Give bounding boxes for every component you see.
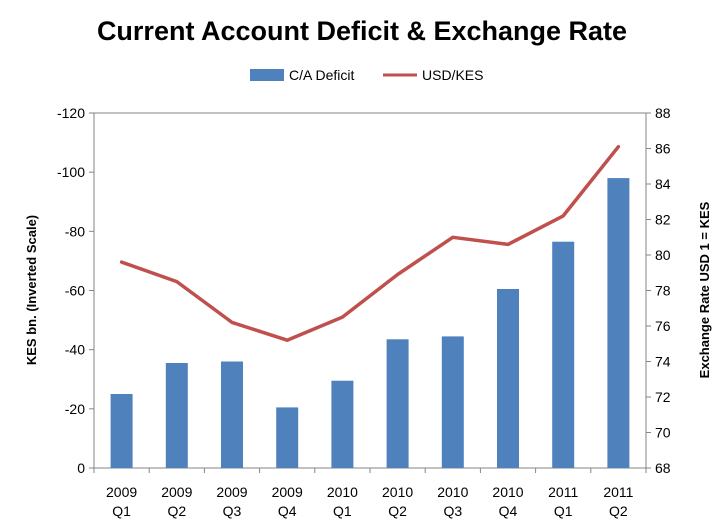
- legend-label-usd-kes: USD/KES: [422, 67, 483, 83]
- bar: [110, 394, 133, 468]
- right-tick-label: 76: [655, 318, 671, 334]
- x-axis: 2009 Q1 2009 Q2 2009 Q3 2009 Q4 2010 Q1 2010 Q2 2010…: [93, 468, 647, 519]
- bar: [552, 241, 575, 468]
- right-tick-label: 72: [655, 389, 671, 405]
- legend-label-ca-deficit: C/A Deficit: [289, 67, 354, 83]
- left-tick-label: -60: [65, 283, 85, 299]
- right-tick-label: 82: [655, 212, 671, 228]
- x-tick-label-year: 2010: [327, 484, 358, 500]
- right-tick-label: 80: [655, 247, 671, 263]
- x-tick-label-year: 2011: [548, 484, 578, 500]
- x-tick-label-year: 2009: [161, 484, 192, 500]
- right-tick-label: 74: [655, 354, 671, 370]
- left-tick-label: -100: [57, 164, 85, 180]
- x-tick-label-year: 2010: [492, 484, 523, 500]
- bar: [331, 380, 354, 468]
- bar: [276, 407, 299, 468]
- x-tick-label-year: 2010: [382, 484, 413, 500]
- bar: [441, 336, 464, 468]
- bar-series-ca-deficit: [110, 178, 630, 468]
- x-tick-label-year: 2009: [106, 484, 137, 500]
- left-tick-label: -80: [65, 223, 85, 239]
- right-axis: 88 86 84 82 80 78 76 74 72 70 68: [646, 105, 671, 476]
- legend-swatch-ca-deficit: [250, 69, 284, 81]
- right-tick-label: 88: [655, 105, 671, 121]
- bar: [165, 363, 188, 468]
- x-tick-label-quarter: Q2: [609, 503, 628, 519]
- line-series-usd-kes: [119, 144, 621, 342]
- bar: [497, 289, 519, 468]
- x-tick-label-year: 2009: [216, 484, 247, 500]
- right-tick-label: 68: [655, 460, 671, 476]
- left-tick-label: -40: [65, 342, 85, 358]
- left-axis: -120 -100 -80 -60 -40 -20 0: [57, 105, 94, 476]
- x-tick-label-quarter: Q3: [223, 503, 242, 519]
- x-tick-label-quarter: Q1: [333, 503, 352, 519]
- right-tick-label: 86: [655, 141, 671, 157]
- left-tick-label: -20: [65, 401, 85, 417]
- x-tick-label-year: 2010: [437, 484, 468, 500]
- line-path: [119, 144, 621, 342]
- bar: [221, 361, 243, 468]
- x-tick-label-quarter: Q4: [278, 503, 297, 519]
- left-tick-label: -120: [57, 105, 85, 121]
- legend: C/A Deficit USD/KES: [250, 67, 483, 83]
- chart-title: Current Account Deficit & Exchange Rate: [97, 16, 627, 46]
- left-tick-label: 0: [77, 460, 85, 476]
- right-tick-label: 78: [655, 283, 671, 299]
- bar: [386, 339, 409, 468]
- right-tick-label: 70: [655, 425, 671, 441]
- x-tick-label-year: 2011: [603, 484, 633, 500]
- x-tick-label-quarter: Q2: [167, 503, 186, 519]
- bar: [607, 178, 630, 468]
- x-tick-label-quarter: Q2: [388, 503, 407, 519]
- x-tick-label-quarter: Q1: [554, 503, 573, 519]
- right-tick-label: 84: [655, 176, 671, 192]
- x-tick-label-quarter: Q3: [443, 503, 462, 519]
- left-axis-title: KES bn. (Inverted Scale): [24, 215, 39, 365]
- x-tick-label-year: 2009: [272, 484, 303, 500]
- x-tick-label-quarter: Q1: [112, 503, 131, 519]
- right-axis-title: Exchange Rate USD 1 = KES: [697, 201, 712, 378]
- x-tick-label-quarter: Q4: [499, 503, 518, 519]
